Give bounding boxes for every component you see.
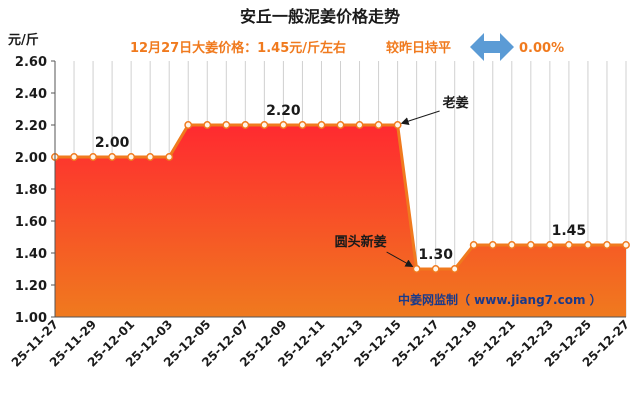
annotation-old-ginger: 老姜 (442, 95, 469, 111)
data-point-25-12-14 (374, 121, 383, 129)
data-point-25-12-23 (545, 241, 554, 249)
data-point-25-12-02 (146, 153, 155, 161)
data-point-25-12-26 (603, 241, 611, 249)
y-tick-label: 1.60 (15, 215, 47, 230)
data-point-25-12-04 (184, 121, 193, 129)
data-point-25-12-19 (469, 241, 478, 249)
data-point-25-12-27 (622, 241, 630, 249)
data-point-25-12-08 (260, 121, 269, 129)
data-point-25-12-10 (298, 121, 307, 129)
y-tick-label: 1.00 (15, 311, 47, 326)
watermark: 中姜网监制（ www.jiang7.com ） (398, 292, 602, 307)
data-point-25-12-13 (355, 121, 364, 129)
data-point-25-12-18 (450, 265, 459, 273)
annotation-new-ginger: 圆头新姜 (335, 234, 387, 250)
data-point-25-12-21 (507, 241, 516, 249)
y-unit-label: 元/斤 (8, 32, 39, 48)
y-tick-label: 1.20 (15, 279, 47, 294)
data-point-25-12-15 (393, 121, 402, 129)
data-point-25-12-07 (241, 121, 250, 129)
double-arrow-icon (470, 33, 514, 61)
compare-text: 较昨日持平 (386, 40, 451, 56)
data-point-25-12-03 (165, 153, 174, 161)
annotation-arrow (400, 110, 440, 125)
data-point-25-12-09 (279, 121, 288, 129)
change-value: 0.00% (519, 41, 564, 56)
plot-border (54, 61, 626, 318)
data-label: 1.30 (418, 247, 453, 263)
data-label: 1.45 (552, 223, 587, 239)
price-area (55, 125, 626, 317)
data-point-25-12-06 (222, 121, 231, 129)
y-tick-label: 2.60 (15, 55, 47, 70)
data-point-25-11-30 (108, 153, 117, 161)
data-point-25-12-24 (564, 241, 573, 249)
data-point-25-11-29 (89, 153, 98, 161)
data-point-25-11-28 (70, 153, 78, 161)
data-label: 2.20 (266, 103, 301, 119)
data-point-25-12-16 (412, 265, 421, 273)
data-point-25-12-05 (203, 121, 212, 129)
data-point-25-12-22 (526, 241, 535, 249)
data-point-25-12-20 (488, 241, 497, 249)
y-tick-label: 1.40 (15, 247, 47, 262)
data-point-25-12-17 (431, 265, 440, 273)
y-tick-label: 2.00 (15, 151, 47, 166)
annotation-arrow (386, 251, 414, 267)
chart-title: 安丘一般泥姜价格走势 (240, 7, 400, 26)
y-tick-label: 1.80 (15, 183, 47, 198)
data-point-25-12-01 (127, 153, 136, 161)
y-tick-label: 2.40 (15, 87, 47, 102)
y-tick-label: 2.20 (15, 119, 47, 134)
data-point-25-12-12 (336, 121, 345, 129)
price-text: 12月27日大姜价格：1.45元/斤左右 (130, 40, 346, 56)
data-point-25-12-25 (583, 241, 592, 249)
data-points (51, 121, 630, 273)
data-label: 2.00 (95, 135, 130, 151)
y-axis-ticks: 1.00 1.20 1.40 1.60 1.80 2.00 2.20 2.40 2.60 (15, 55, 55, 326)
data-point-25-12-11 (317, 121, 326, 129)
x-axis-ticks: 25-11-2725-11-2925-12-0125-12-0325-12-05… (9, 317, 632, 369)
data-labels: 2.00 2.20 1.30 1.45 (95, 103, 586, 263)
